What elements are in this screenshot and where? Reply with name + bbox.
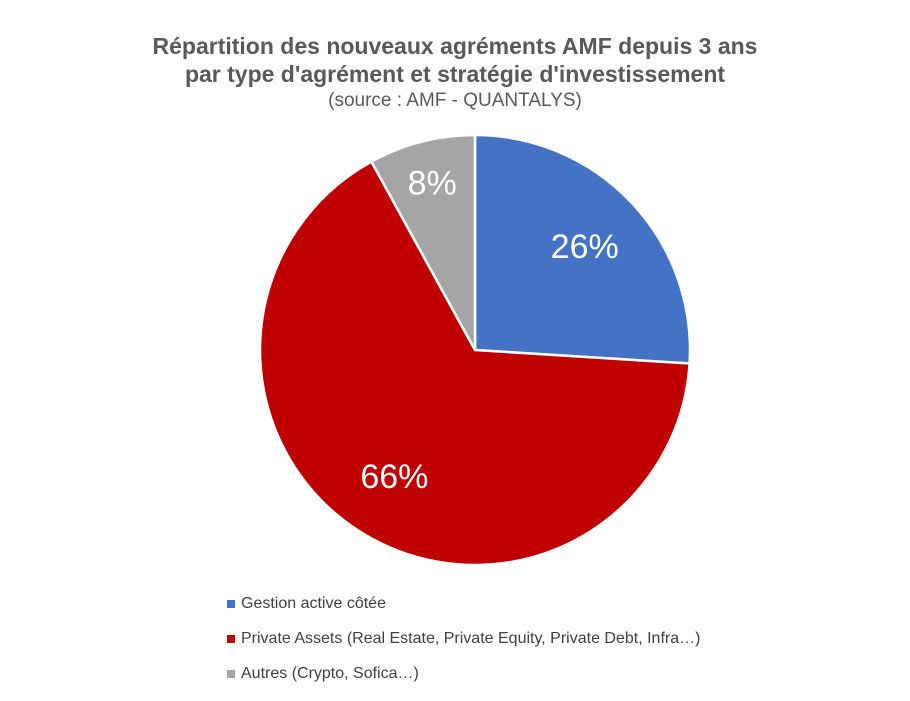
legend-item-gestion-active: Gestion active côtée xyxy=(227,586,700,621)
data-label-gestion-active: 26% xyxy=(551,228,619,266)
legend: Gestion active côtée Private Assets (Rea… xyxy=(227,586,700,691)
pie-slice-private-assets xyxy=(258,160,691,567)
chart-title-line-2: par type d'agrément et stratégie d'inves… xyxy=(184,61,726,87)
legend-label-gestion-active: Gestion active côtée xyxy=(241,594,386,612)
legend-swatch-private-assets xyxy=(227,634,235,643)
legend-label-private-assets: Private Assets (Real Estate, Private Equ… xyxy=(241,629,701,647)
legend-swatch-autres xyxy=(227,669,235,678)
data-label-private-assets: 66% xyxy=(360,458,428,496)
legend-label-autres: Autres (Crypto, Sofica…) xyxy=(241,664,419,682)
chart-subtitle: (source : AMF - QUANTALYS) xyxy=(328,90,582,111)
chart-title-line-1: Répartition des nouveaux agréments AMF d… xyxy=(152,33,758,59)
legend-item-autres: Autres (Crypto, Sofica…) xyxy=(227,656,700,691)
legend-swatch-gestion-active xyxy=(227,599,235,608)
pie-slice-gestion-active xyxy=(473,133,692,365)
pie-slice-autres xyxy=(370,133,477,352)
legend-item-private-assets: Private Assets (Real Estate, Private Equ… xyxy=(227,621,700,656)
data-label-autres: 8% xyxy=(408,164,457,202)
